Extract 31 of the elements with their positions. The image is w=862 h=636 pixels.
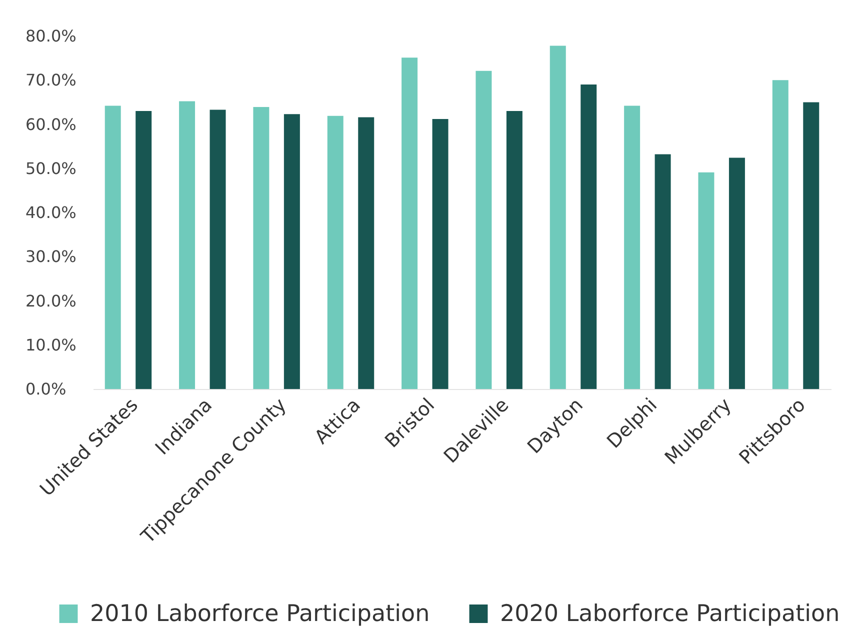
bar bbox=[253, 107, 270, 389]
bar bbox=[284, 114, 300, 389]
bar bbox=[476, 70, 492, 389]
bar bbox=[136, 111, 152, 389]
y-tick-label: 60.0% bbox=[26, 114, 76, 134]
bar bbox=[104, 106, 121, 389]
y-tick-label: 40.0% bbox=[26, 203, 76, 222]
bar bbox=[550, 46, 566, 389]
y-tick-label: 80.0% bbox=[26, 26, 76, 46]
bar bbox=[179, 101, 196, 389]
bar bbox=[654, 154, 671, 389]
y-tick-label: 50.0% bbox=[26, 158, 76, 178]
bar bbox=[210, 110, 226, 389]
y-tick-label: 30.0% bbox=[26, 247, 76, 266]
bar bbox=[358, 117, 374, 389]
bar bbox=[580, 84, 597, 389]
y-tick-label: 0.0% bbox=[26, 380, 66, 398]
bar bbox=[432, 118, 448, 389]
y-tick-label: 20.0% bbox=[26, 291, 76, 310]
bar bbox=[728, 158, 745, 389]
bar bbox=[698, 172, 714, 389]
bar bbox=[803, 102, 820, 389]
y-tick-label: 10.0% bbox=[26, 335, 76, 354]
bar bbox=[506, 111, 522, 389]
bar bbox=[327, 116, 344, 389]
y-tick-label: 70.0% bbox=[26, 70, 76, 90]
bar bbox=[402, 58, 418, 389]
bar bbox=[772, 80, 788, 389]
legend-label: 2020 Laborforce Participation bbox=[500, 600, 840, 627]
legend-label: 2010 Laborforce Participation bbox=[90, 600, 430, 627]
bar bbox=[624, 106, 640, 389]
